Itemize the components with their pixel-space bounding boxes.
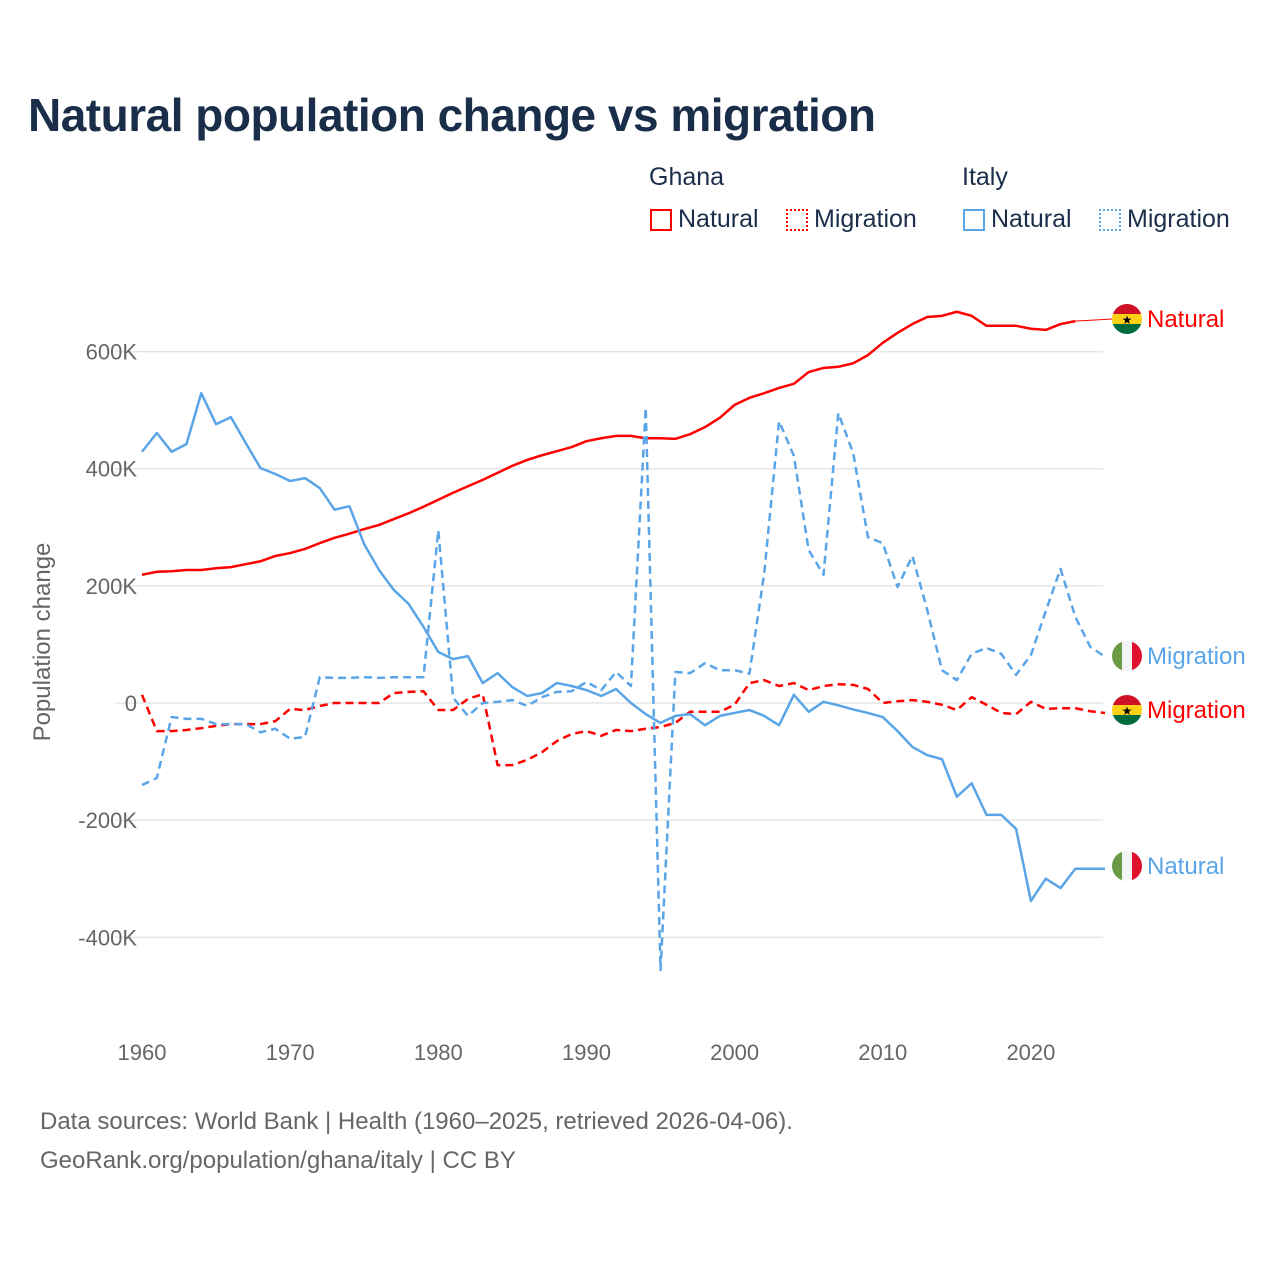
flag-stripe	[1112, 314, 1142, 324]
series-end-label: Natural	[1147, 306, 1224, 333]
legend-swatch-solid	[650, 208, 672, 231]
footer-link[interactable]: GeoRank.org/population/ghana/italy | CC …	[40, 1147, 516, 1174]
series-line-italy-natural	[141, 391, 1105, 903]
chart-title: Natural population change vs migration	[28, 89, 876, 141]
legend-label: Natural	[678, 205, 759, 233]
flag-fill: ★	[1112, 304, 1142, 334]
y-tick-label: 0	[125, 691, 137, 716]
series-line-ghana-migration	[140, 678, 1106, 767]
ghana-flag-icon: ★	[1112, 304, 1142, 334]
ghana-flag-icon: ★	[1112, 695, 1142, 725]
legend-swatch-dotted	[786, 208, 808, 231]
legend-swatch-dotted	[1099, 208, 1121, 231]
y-tick-label: -400K	[78, 925, 137, 950]
flag-fill: ★	[1112, 695, 1142, 725]
x-tick-label: 1980	[414, 1040, 463, 1065]
x-tick-label: 1960	[118, 1040, 167, 1065]
flag-fill	[1112, 641, 1142, 671]
x-tick-label: 2010	[858, 1040, 907, 1065]
y-tick-label: 200K	[86, 574, 138, 599]
italy-flag-icon	[1112, 851, 1142, 881]
flag-stripe	[1112, 324, 1142, 334]
legend-italy-migration[interactable]: Migration	[1099, 205, 1230, 234]
leader-line	[1075, 318, 1113, 322]
flag-star: ★	[1122, 704, 1133, 718]
y-axis-label: Population change	[29, 543, 56, 742]
x-tick-label: 2020	[1006, 1040, 1055, 1065]
x-tick-label: 1970	[266, 1040, 315, 1065]
legend-label: Migration	[1127, 205, 1230, 233]
flag-stripe	[1112, 715, 1142, 725]
legend-label: Migration	[814, 205, 917, 233]
legend-group-italy: Italy	[962, 163, 1008, 191]
x-tick-label: 2000	[710, 1040, 759, 1065]
flag-stripe	[1112, 304, 1142, 314]
series-end-label: Migration	[1147, 697, 1246, 724]
flag-stripe	[1112, 695, 1142, 705]
legend-ghana-migration[interactable]: Migration	[786, 205, 917, 234]
legend-group-ghana: Ghana	[649, 163, 725, 191]
legend-swatch-solid	[963, 208, 985, 231]
flag-stripe	[1122, 641, 1132, 671]
y-tick-label: 600K	[86, 340, 138, 365]
y-tick-label: 400K	[86, 457, 138, 482]
series-line-italy-migration	[141, 406, 1106, 972]
series-end-label: Natural	[1147, 853, 1224, 880]
flag-stripe	[1132, 851, 1142, 881]
flag-stripe	[1112, 641, 1122, 671]
flag-stripe	[1122, 851, 1132, 881]
legend-label: Natural	[991, 205, 1072, 233]
legend-ghana-natural[interactable]: Natural	[650, 205, 759, 234]
x-tick-label: 1990	[562, 1040, 611, 1065]
series-line-ghana-natural	[141, 310, 1076, 576]
italy-flag-icon	[1112, 641, 1142, 671]
flag-stripe	[1112, 705, 1142, 715]
flag-stripe	[1132, 641, 1142, 671]
legend-italy-natural[interactable]: Natural	[963, 205, 1072, 234]
series-end-label: Migration	[1147, 643, 1246, 670]
flag-fill	[1112, 851, 1142, 881]
y-tick-label: -200K	[78, 808, 137, 833]
flag-stripe	[1112, 851, 1122, 881]
footer-sources: Data sources: World Bank | Health (1960–…	[40, 1108, 793, 1135]
flag-star: ★	[1122, 313, 1133, 327]
